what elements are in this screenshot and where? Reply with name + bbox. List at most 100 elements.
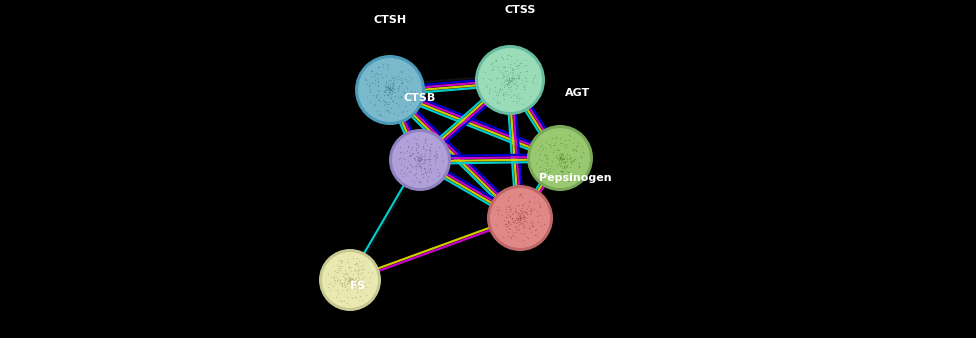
- Point: [557, 159, 573, 165]
- Point: [505, 76, 520, 81]
- Point: [350, 268, 366, 273]
- Point: [528, 160, 544, 166]
- Point: [348, 275, 364, 281]
- Point: [382, 87, 397, 92]
- Point: [418, 151, 433, 157]
- Point: [394, 81, 410, 86]
- Point: [523, 206, 539, 211]
- Point: [384, 87, 399, 92]
- Point: [494, 70, 509, 75]
- Point: [496, 65, 511, 70]
- Point: [332, 277, 347, 282]
- Point: [556, 157, 572, 162]
- Point: [427, 153, 442, 159]
- Point: [569, 173, 585, 178]
- Point: [540, 169, 555, 175]
- Point: [566, 173, 582, 178]
- Point: [504, 78, 519, 84]
- Point: [538, 145, 553, 151]
- Point: [386, 86, 401, 91]
- Point: [573, 154, 589, 160]
- Point: [510, 75, 526, 81]
- Point: [514, 210, 530, 215]
- Point: [571, 163, 587, 169]
- Point: [350, 283, 366, 288]
- Point: [559, 163, 575, 168]
- Point: [521, 199, 537, 204]
- Point: [379, 104, 394, 110]
- Point: [347, 266, 363, 271]
- Point: [515, 217, 531, 222]
- Point: [558, 168, 574, 174]
- Point: [383, 87, 398, 93]
- Point: [355, 266, 371, 271]
- Point: [348, 281, 364, 286]
- Point: [375, 97, 390, 102]
- Point: [383, 87, 398, 92]
- Point: [487, 84, 503, 90]
- Point: [366, 101, 382, 107]
- Point: [363, 90, 379, 95]
- Point: [536, 167, 551, 173]
- Point: [504, 215, 519, 220]
- Point: [349, 278, 365, 284]
- Point: [367, 77, 383, 83]
- Point: [333, 258, 348, 263]
- Point: [350, 279, 366, 284]
- Point: [344, 283, 359, 288]
- Point: [396, 150, 412, 155]
- Point: [534, 142, 549, 148]
- Point: [329, 277, 345, 283]
- Point: [539, 167, 554, 173]
- Point: [497, 74, 512, 79]
- Point: [412, 160, 427, 165]
- Point: [552, 168, 568, 173]
- Point: [342, 276, 357, 282]
- Point: [422, 166, 437, 171]
- Point: [393, 69, 409, 74]
- Point: [343, 279, 358, 285]
- Point: [489, 90, 505, 96]
- Point: [341, 274, 356, 279]
- Point: [532, 204, 548, 210]
- Point: [327, 268, 343, 273]
- Point: [541, 169, 556, 174]
- Point: [549, 162, 565, 167]
- Point: [334, 270, 349, 276]
- Point: [505, 66, 520, 72]
- Point: [575, 149, 590, 154]
- Point: [521, 198, 537, 204]
- Point: [515, 85, 531, 90]
- Point: [385, 79, 400, 84]
- Point: [356, 282, 372, 287]
- Point: [511, 75, 527, 81]
- Point: [381, 77, 396, 83]
- Point: [388, 100, 404, 106]
- Point: [326, 273, 342, 279]
- Point: [381, 99, 396, 104]
- Point: [555, 171, 571, 177]
- Point: [413, 171, 428, 177]
- Point: [490, 100, 506, 106]
- Point: [554, 157, 570, 162]
- Point: [558, 144, 574, 150]
- Point: [515, 215, 531, 220]
- Point: [498, 203, 513, 209]
- Point: [538, 139, 553, 144]
- Point: [341, 278, 356, 284]
- Point: [339, 280, 354, 286]
- Point: [500, 77, 515, 82]
- Point: [363, 73, 379, 79]
- Point: [499, 206, 514, 212]
- Point: [391, 102, 407, 107]
- Point: [514, 224, 530, 230]
- Point: [498, 81, 513, 86]
- Point: [352, 283, 368, 289]
- Point: [429, 155, 445, 160]
- Point: [538, 159, 553, 165]
- Point: [371, 82, 386, 88]
- Point: [510, 73, 526, 79]
- Point: [395, 174, 411, 179]
- Point: [340, 287, 355, 292]
- Point: [401, 153, 417, 159]
